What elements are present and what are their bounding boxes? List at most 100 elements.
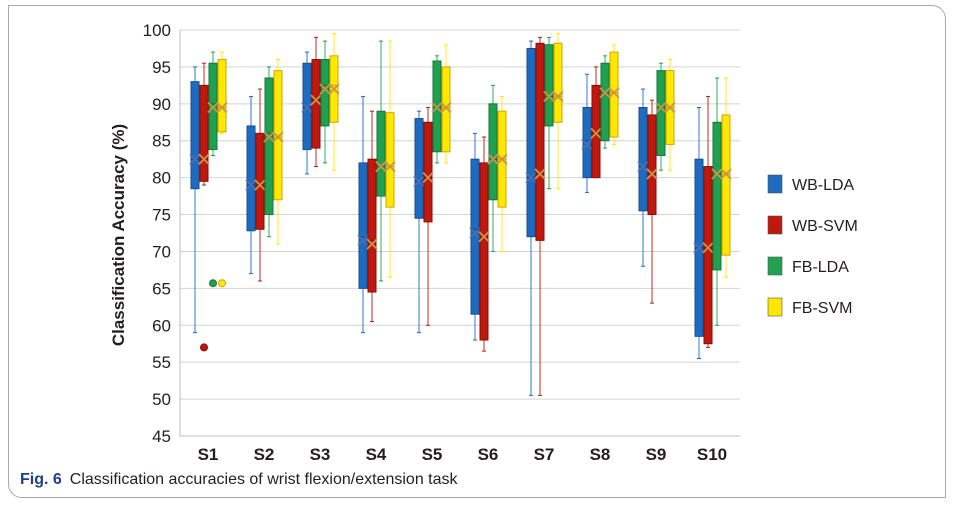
box-fb-svm-s5 — [440, 44, 452, 164]
box-wb-svm-s2 — [254, 88, 266, 282]
box-body — [479, 162, 489, 341]
mean-marker — [720, 168, 732, 180]
mean-marker — [319, 83, 331, 95]
mean-marker — [413, 175, 425, 187]
box-body — [190, 81, 200, 190]
mean-marker — [581, 138, 593, 151]
legend-swatch — [767, 297, 783, 317]
box-body — [721, 114, 731, 256]
mean-marker — [599, 87, 611, 99]
box-wb-svm-s7 — [534, 36, 546, 396]
mean-marker — [543, 90, 555, 103]
y-tick-label: 90 — [152, 95, 171, 114]
mean-marker — [711, 168, 723, 180]
mean-marker — [189, 153, 201, 165]
x-tick-label: S3 — [310, 445, 331, 464]
y-tick-label: 80 — [152, 169, 171, 188]
legend-swatch — [767, 215, 783, 235]
x-tick-label: S2 — [254, 445, 275, 464]
box-wb-lda-s9 — [637, 88, 649, 267]
x-tick-label: S9 — [646, 445, 667, 464]
box-body — [358, 162, 368, 289]
figure-caption-label: Fig. 6 — [20, 471, 62, 488]
mean-marker — [366, 238, 378, 250]
box-body — [526, 47, 536, 238]
box-fb-svm-s4 — [384, 40, 396, 278]
box-fb-lda-s6 — [487, 84, 499, 252]
y-axis-ticks: 45 50 55 60 65 70 75 80 85 90 95 100 — [143, 21, 171, 446]
box-fb-lda-s9 — [655, 62, 667, 171]
mean-marker — [552, 90, 564, 103]
y-tick-label: 95 — [152, 58, 171, 77]
outlier-point — [209, 279, 217, 288]
box-body — [600, 62, 610, 142]
mean-marker — [216, 101, 228, 114]
box-body — [273, 70, 283, 201]
legend-swatch — [767, 174, 783, 194]
y-tick-label: 70 — [152, 242, 171, 261]
x-tick-label: S6 — [478, 445, 499, 464]
box-fb-svm-s7 — [552, 33, 564, 190]
mean-marker — [301, 101, 313, 114]
box-body — [385, 112, 395, 208]
legend-item-fb-svm: FB-SVM — [767, 297, 852, 317]
box-fb-lda-s10 — [711, 77, 723, 326]
mean-marker — [496, 153, 508, 165]
y-tick-label: 100 — [143, 21, 171, 40]
mean-marker — [431, 101, 443, 114]
mean-marker — [263, 131, 275, 143]
box-fb-svm-s3 — [328, 33, 340, 171]
box-wb-svm-s9 — [646, 99, 658, 304]
box-body — [423, 121, 433, 223]
box-body — [488, 103, 498, 201]
box-wb-svm-s3 — [310, 36, 322, 168]
figure-caption: Fig. 6 Classification accuracies of wrist… — [20, 471, 458, 489]
y-tick-label: 75 — [152, 206, 171, 225]
x-tick-label: S1 — [198, 445, 219, 464]
box-wb-svm-s1 — [198, 62, 210, 352]
box-wb-svm-s5 — [422, 107, 434, 326]
box-body — [591, 84, 601, 179]
mean-marker — [375, 160, 387, 173]
box-body — [199, 84, 209, 182]
mean-marker — [440, 101, 452, 114]
box-body — [609, 51, 619, 138]
grid-lines — [179, 29, 740, 437]
box-wb-lda-s4 — [357, 95, 369, 334]
box-fb-lda-s5 — [431, 55, 443, 164]
y-tick-label: 85 — [152, 132, 171, 151]
legend-label: FB-SVM — [792, 300, 852, 317]
box-body — [712, 121, 722, 271]
mean-marker — [310, 94, 322, 106]
box-wb-svm-s6 — [478, 136, 490, 352]
mean-marker — [328, 83, 340, 95]
box-body — [246, 125, 256, 232]
legend: WB-LDA WB-SVM FB-LDA FB-SVM — [767, 174, 858, 317]
mean-marker — [646, 168, 658, 180]
mean-marker — [608, 87, 620, 99]
mean-marker — [422, 171, 434, 184]
boxplot-chart: 45 50 55 60 65 70 75 80 85 90 95 100 S1 S2 S3 S4 S5 S6 S7… — [109, 21, 858, 464]
mean-marker — [272, 131, 284, 143]
box-body — [647, 114, 657, 216]
box-body — [703, 166, 713, 345]
box-wb-svm-s4 — [366, 110, 378, 323]
box-wb-lda-s1 — [189, 66, 201, 334]
box-body — [414, 118, 424, 219]
y-tick-label: 55 — [152, 353, 171, 372]
box-body — [264, 77, 274, 216]
box-fb-svm-s2 — [272, 59, 284, 245]
figure-frame — [8, 5, 946, 498]
mean-marker — [469, 227, 481, 239]
mean-marker — [655, 101, 667, 114]
outlier-point — [200, 343, 208, 352]
box-wb-lda-s2 — [245, 95, 257, 275]
mean-marker — [590, 127, 602, 139]
outlier-point — [218, 279, 226, 288]
box-fb-lda-s7 — [543, 36, 555, 190]
box-body — [535, 42, 545, 241]
mean-marker — [478, 231, 490, 243]
x-tick-label: S8 — [590, 445, 611, 464]
box-series — [189, 33, 732, 396]
box-body — [553, 42, 563, 123]
